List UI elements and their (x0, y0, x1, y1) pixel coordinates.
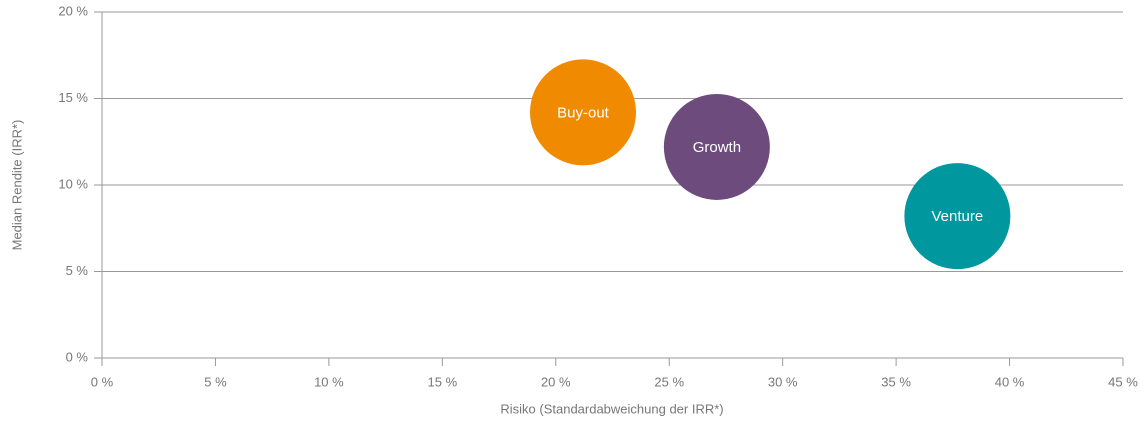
x-tick-label: 5 % (204, 374, 227, 389)
bubble (904, 163, 1011, 270)
x-tick-label: 45 % (1108, 374, 1138, 389)
x-tick-label: 20 % (541, 374, 571, 389)
y-tick-label: 15 % (58, 90, 88, 105)
x-tick-label: 25 % (654, 374, 684, 389)
y-tick-label: 20 % (58, 3, 88, 18)
x-tick-label: 30 % (768, 374, 798, 389)
bubble-label: Growth (693, 139, 741, 156)
bubble-label: Venture (932, 208, 984, 225)
x-axis-title: Risiko (Standardabweichung der IRR*) (500, 401, 723, 416)
y-tick-label: 10 % (58, 176, 88, 191)
x-tick-label: 15 % (428, 374, 458, 389)
x-tick-label: 35 % (881, 374, 911, 389)
bubble-label: Buy-out (557, 104, 610, 121)
x-tick-label: 40 % (995, 374, 1025, 389)
y-tick-label: 0 % (66, 349, 89, 364)
bubble (530, 59, 637, 166)
y-axis-title: Median Rendite (IRR*) (9, 120, 24, 251)
bubble (663, 93, 770, 200)
y-tick-label: 5 % (66, 263, 89, 278)
x-tick-label: 0 % (91, 374, 114, 389)
x-tick-label: 10 % (314, 374, 344, 389)
